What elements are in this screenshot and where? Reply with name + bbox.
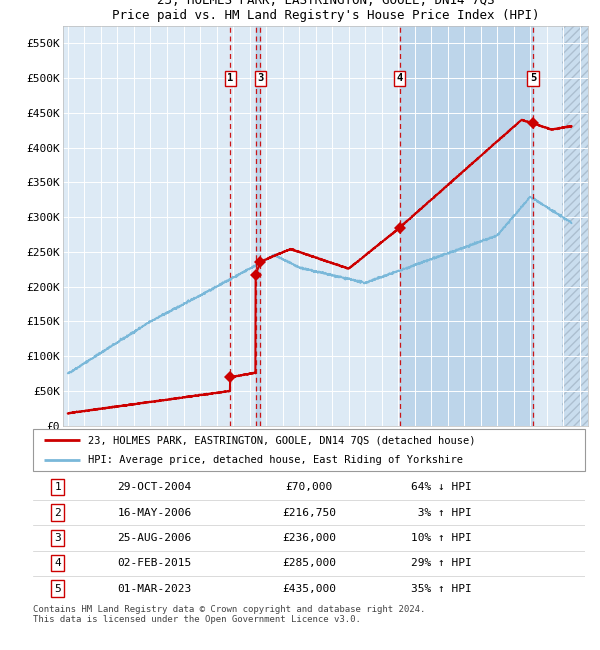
Bar: [562, 26, 600, 426]
Text: 01-MAR-2023: 01-MAR-2023: [118, 584, 191, 593]
Text: 10% ↑ HPI: 10% ↑ HPI: [411, 533, 472, 543]
Text: 4: 4: [55, 558, 61, 568]
Text: 4: 4: [397, 73, 403, 83]
Text: Contains HM Land Registry data © Crown copyright and database right 2024.
This d: Contains HM Land Registry data © Crown c…: [33, 604, 425, 624]
Text: 1: 1: [227, 73, 233, 83]
Text: 64% ↓ HPI: 64% ↓ HPI: [411, 482, 472, 492]
Text: 3: 3: [55, 533, 61, 543]
Text: £285,000: £285,000: [282, 558, 336, 568]
Text: 29-OCT-2004: 29-OCT-2004: [118, 482, 191, 492]
Text: £435,000: £435,000: [282, 584, 336, 593]
Text: 3: 3: [257, 73, 263, 83]
Title: 23, HOLMES PARK, EASTRINGTON, GOOLE, DN14 7QS
Price paid vs. HM Land Registry's : 23, HOLMES PARK, EASTRINGTON, GOOLE, DN1…: [112, 0, 539, 22]
Text: 35% ↑ HPI: 35% ↑ HPI: [411, 584, 472, 593]
Text: 23, HOLMES PARK, EASTRINGTON, GOOLE, DN14 7QS (detached house): 23, HOLMES PARK, EASTRINGTON, GOOLE, DN1…: [88, 436, 476, 445]
Text: £70,000: £70,000: [286, 482, 332, 492]
Text: 5: 5: [530, 73, 536, 83]
Text: 29% ↑ HPI: 29% ↑ HPI: [411, 558, 472, 568]
Text: 3% ↑ HPI: 3% ↑ HPI: [411, 508, 472, 517]
Text: HPI: Average price, detached house, East Riding of Yorkshire: HPI: Average price, detached house, East…: [88, 455, 463, 465]
Text: 02-FEB-2015: 02-FEB-2015: [118, 558, 191, 568]
Bar: [400, 26, 533, 426]
Text: 25-AUG-2006: 25-AUG-2006: [118, 533, 191, 543]
Text: 16-MAY-2006: 16-MAY-2006: [118, 508, 191, 517]
Text: £236,000: £236,000: [282, 533, 336, 543]
Text: 1: 1: [55, 482, 61, 492]
Text: £216,750: £216,750: [282, 508, 336, 517]
Bar: [256, 26, 260, 426]
Text: 5: 5: [55, 584, 61, 593]
Text: 2: 2: [55, 508, 61, 517]
